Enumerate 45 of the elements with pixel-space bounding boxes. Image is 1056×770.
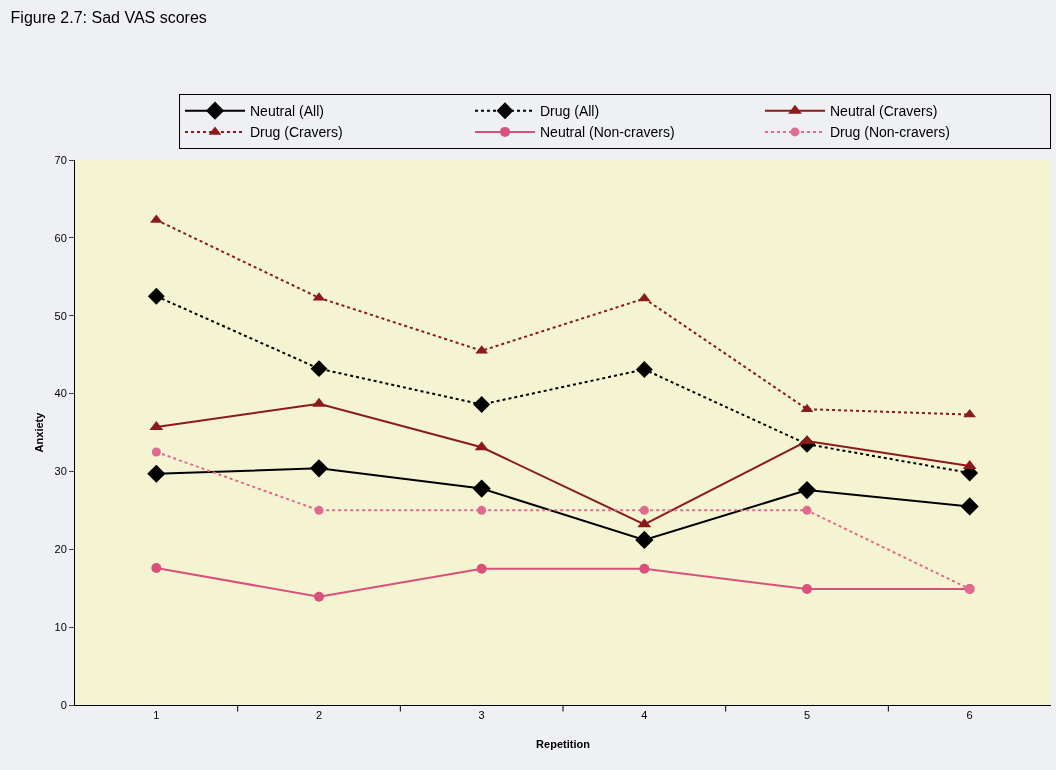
point <box>473 396 491 413</box>
point <box>472 479 491 498</box>
legend-label: Drug (Non-cravers) <box>830 124 950 141</box>
y-tick-label: 0 <box>60 698 67 711</box>
y-axis-title: Anxiety <box>33 411 45 453</box>
point <box>797 481 817 500</box>
point <box>802 505 812 515</box>
x-tick-label: 3 <box>478 709 485 722</box>
legend-label: Drug (All) <box>540 103 600 120</box>
y-tick-label: 50 <box>54 309 67 322</box>
point <box>147 464 166 483</box>
point <box>639 505 649 515</box>
point <box>151 562 162 573</box>
point <box>635 530 654 550</box>
point <box>802 583 812 594</box>
point <box>147 287 165 305</box>
point <box>635 360 653 378</box>
point <box>477 505 487 515</box>
x-axis-title: Repetition <box>536 738 591 750</box>
point <box>314 591 324 602</box>
x-tick-label: 5 <box>803 709 811 722</box>
x-tick-label: 2 <box>315 709 323 722</box>
point <box>151 447 161 457</box>
point <box>310 360 328 378</box>
point <box>312 397 326 407</box>
y-tick-label: 30 <box>54 465 67 478</box>
point <box>309 459 329 478</box>
legend-label: Neutral (Non-cravers) <box>540 124 675 141</box>
y-tick-label: 40 <box>54 387 67 400</box>
x-tick-label: 4 <box>641 709 648 722</box>
y-tick-label: 10 <box>54 620 67 633</box>
y-tick-label: 70 <box>54 153 67 166</box>
legend-label: Neutral (All) <box>250 103 324 120</box>
point <box>960 497 979 516</box>
legend-label: Neutral (Cravers) <box>830 103 938 120</box>
point <box>639 563 650 574</box>
chart-title: Figure 2.7: Sad VAS scores <box>10 8 207 26</box>
point <box>314 505 324 515</box>
point <box>476 563 487 574</box>
y-tick-label: 60 <box>54 231 67 244</box>
x-tick-label: 6 <box>966 709 973 722</box>
legend-label: Drug (Cravers) <box>250 124 343 141</box>
y-tick-label: 20 <box>54 543 67 556</box>
x-tick-label: 1 <box>153 709 160 722</box>
point <box>800 435 814 445</box>
